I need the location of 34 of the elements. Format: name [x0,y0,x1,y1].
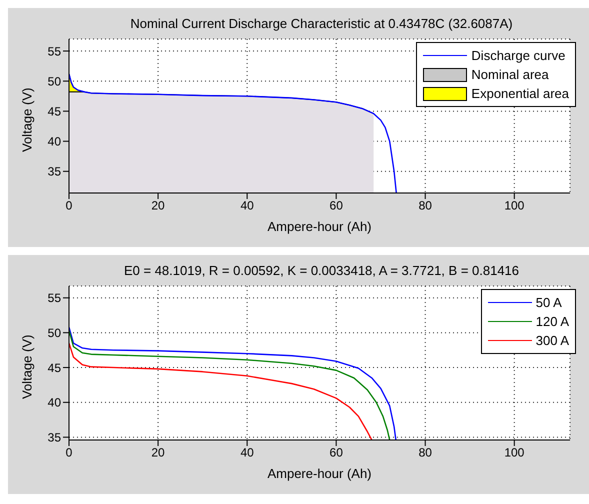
x-tick-label: 40 [240,198,254,213]
y-tick-label: 50 [48,74,62,88]
x-tick-label: 20 [151,446,166,460]
chart-title: Nominal Current Discharge Characteristic at 0.43478C (32.6087A) [129,16,514,31]
x-tick-label: 80 [418,198,432,213]
x-tick-label: 100 [504,446,525,460]
chart-title: E0 = 48.1019, R = 0.00592, K = 0.0033418, A = 3.7721, B = 0.81416 [122,263,520,278]
y-tick-label: 50 [48,326,62,340]
legend-label: Exponential area [471,86,569,101]
legend-label: 300 A [536,333,569,348]
y-tick-label: 45 [48,104,62,118]
y-axis-title: Voltage (V) [20,88,35,152]
legend-label: Discharge curve [471,48,566,63]
y-tick-label: 55 [48,291,62,306]
x-tick-label: 60 [330,198,344,213]
legend-label: 120 A [536,314,569,329]
x-axis-title: Ampere-hour (Ah) [267,466,372,481]
legend-label: 50 A [536,295,562,310]
x-tick-label: 20 [151,198,166,213]
x-axis-title: Ampere-hour (Ah) [267,219,372,234]
y-tick-label: 40 [48,134,62,149]
x-tick-label: 0 [66,198,73,213]
x-tick-label: 40 [240,446,254,460]
x-tick-label: 60 [330,446,344,460]
y-tick-label: 35 [48,164,62,179]
y-tick-label: 35 [48,430,62,444]
legend-label: Nominal area [471,67,549,82]
y-axis-title: Voltage (V) [20,334,35,399]
y-tick-label: 45 [48,360,62,375]
x-tick-label: 0 [66,446,73,460]
x-tick-label: 100 [504,198,525,213]
y-tick-label: 40 [48,396,62,410]
y-tick-label: 55 [48,44,62,58]
x-tick-label: 80 [418,446,432,460]
